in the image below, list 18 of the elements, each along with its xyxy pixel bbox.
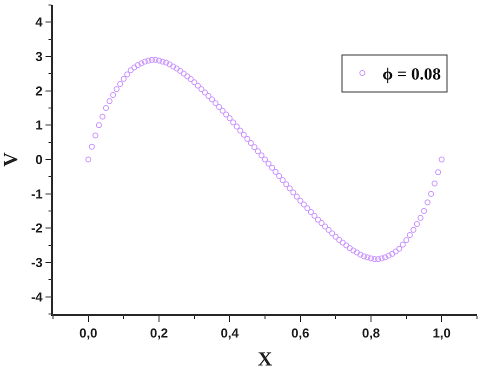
y-axis-title: V — [0, 152, 22, 167]
y-tick-label: -4 — [31, 289, 44, 304]
y-tick-label: -2 — [31, 220, 43, 236]
x-axis-title: X — [258, 348, 273, 370]
x-tick-label: 1,0 — [432, 325, 451, 340]
x-tick-label: 0,2 — [150, 325, 168, 340]
x-tick-label: 0,6 — [291, 325, 310, 340]
y-tick-label: -3 — [31, 255, 43, 270]
x-tick-label: 0,4 — [220, 325, 240, 340]
y-tick-label: 3 — [35, 49, 43, 64]
y-tick-label: 1 — [35, 118, 43, 133]
x-tick-label: 0,0 — [79, 325, 98, 340]
y-tick-label: -1 — [31, 186, 43, 202]
y-tick-label: 0 — [35, 152, 43, 168]
y-tick-label: 4 — [35, 14, 44, 30]
legend-label: ϕ = 0.08 — [382, 64, 441, 84]
y-tick-label: 2 — [35, 83, 43, 98]
x-tick-label: 0,8 — [362, 325, 380, 340]
